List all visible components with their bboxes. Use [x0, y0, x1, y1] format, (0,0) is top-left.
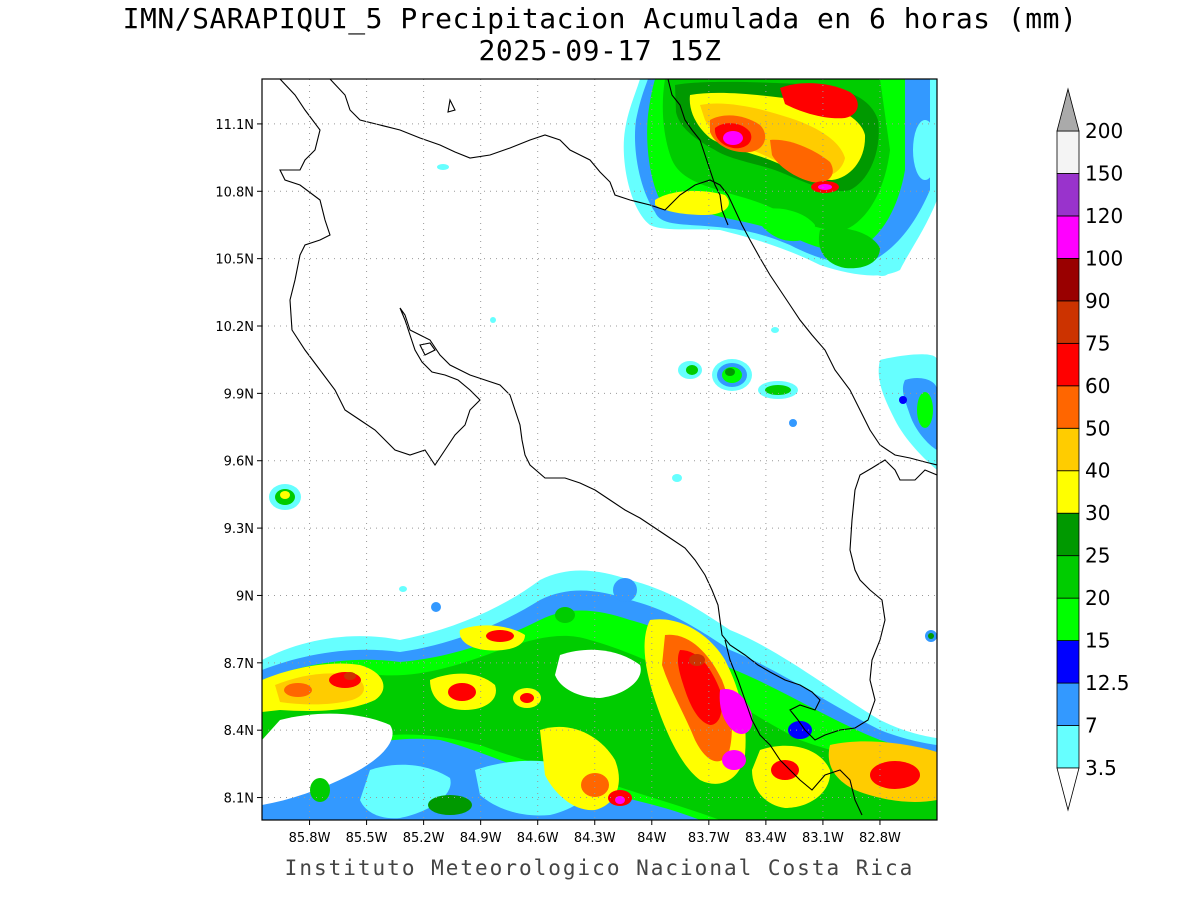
colorbar-label: 25: [1085, 544, 1110, 568]
colorbar-segment: [1056, 555, 1080, 599]
lon-tick-label: 85.5W: [346, 831, 388, 846]
colorbar-segment: [1056, 512, 1080, 557]
lon-tick-label: 83.7W: [688, 831, 730, 846]
nicaragua-border: [667, 79, 729, 226]
lon-tick-label: 85.8W: [289, 831, 331, 846]
colorbar-label: 75: [1085, 331, 1110, 355]
colorbar-segment: [1056, 130, 1080, 174]
colorbar-label: 30: [1085, 501, 1110, 525]
colorbar-label: 40: [1085, 459, 1110, 483]
lat-tick-label: 10.5N: [215, 253, 254, 268]
precipitation-colorbar: 3.5 7 12.5 15 20 25 30 40 50 60 75 90 100 120 150 200: [1056, 87, 1130, 812]
map-datetime: 2025-09-17 15Z: [478, 34, 722, 67]
lat-tick-label: 9.3N: [224, 522, 254, 537]
colorbar-segment: [1056, 215, 1080, 259]
panama-border: [724, 639, 863, 816]
island-gulf: [419, 342, 436, 356]
colorbar-label: 150: [1085, 161, 1123, 185]
island-north: [447, 98, 456, 113]
longitude-axis: 85.8W 85.5W 85.2W 84.9W 84.6W 84.3W 84W 83.7W 83…: [289, 820, 901, 846]
lon-tick-label: 84.6W: [517, 831, 559, 846]
lat-tick-label: 9N: [236, 589, 254, 604]
colorbar-label: 120: [1085, 204, 1123, 228]
lon-tick-label: 85.2W: [403, 831, 445, 846]
colorbar-label: 60: [1085, 374, 1110, 398]
colorbar-segment: [1056, 257, 1080, 302]
lon-tick-label: 83.4W: [745, 831, 787, 846]
colorbar-segment: [1056, 173, 1080, 217]
colorbar-label: 7: [1085, 714, 1098, 738]
colorbar-label: 20: [1085, 586, 1110, 610]
coastline: [279, 79, 937, 816]
colorbar-label: 50: [1085, 416, 1110, 440]
colorbar-label: 90: [1085, 289, 1110, 313]
colorbar-underflow-arrow: [1056, 767, 1080, 812]
colorbar-segment: [1056, 470, 1080, 514]
lake-nicaragua-shore: [329, 79, 937, 466]
colorbar-segment: [1056, 725, 1080, 769]
pacific-coastline: [279, 79, 937, 741]
lon-tick-label: 84.9W: [460, 831, 502, 846]
lat-tick-label: 11.1N: [215, 118, 254, 133]
colorbar-overflow-arrow: [1056, 87, 1080, 132]
footer-credit: Instituto Meteorologico Nacional Costa R…: [284, 856, 915, 880]
map-title: IMN/SARAPIQUI_5 Precipitacion Acumulada …: [122, 2, 1078, 35]
precip-region-central: [269, 317, 937, 642]
lat-tick-label: 8.4N: [224, 724, 254, 739]
lon-tick-label: 82.8W: [859, 831, 901, 846]
colorbar-label: 3.5: [1085, 756, 1117, 780]
colorbar-segment: [1056, 385, 1080, 429]
lat-tick-label: 10.8N: [215, 185, 254, 200]
colorbar-segment: [1056, 427, 1080, 472]
colorbar-segment: [1056, 682, 1080, 726]
colorbar-label: 200: [1085, 119, 1123, 143]
colorbar-segment: [1056, 597, 1080, 642]
lat-tick-label: 8.1N: [224, 792, 254, 807]
lon-tick-label: 83.1W: [802, 831, 844, 846]
map-frame: [261, 78, 938, 821]
colorbar-label: 15: [1085, 629, 1110, 653]
colorbar-segment: [1056, 300, 1080, 344]
lon-tick-label: 84W: [637, 831, 667, 846]
lat-tick-label: 8.7N: [224, 657, 254, 672]
colorbar-label: 100: [1085, 246, 1123, 270]
precipitation-field: [262, 79, 937, 820]
precip-region-northeast: [437, 79, 937, 276]
latitude-axis: 11.1N 10.8N 10.5N 10.2N 9.9N 9.6N 9.3N 9N 8.7N 8.…: [215, 118, 262, 807]
lat-tick-label: 10.2N: [215, 320, 254, 335]
colorbar-segment: [1056, 640, 1080, 684]
lat-tick-label: 9.9N: [224, 387, 254, 402]
colorbar-label: 12.5: [1085, 671, 1130, 695]
lon-tick-label: 84.3W: [574, 831, 616, 846]
lat-tick-label: 9.6N: [224, 455, 254, 470]
precip-region-south: [262, 570, 937, 820]
colorbar-segment: [1056, 342, 1080, 387]
